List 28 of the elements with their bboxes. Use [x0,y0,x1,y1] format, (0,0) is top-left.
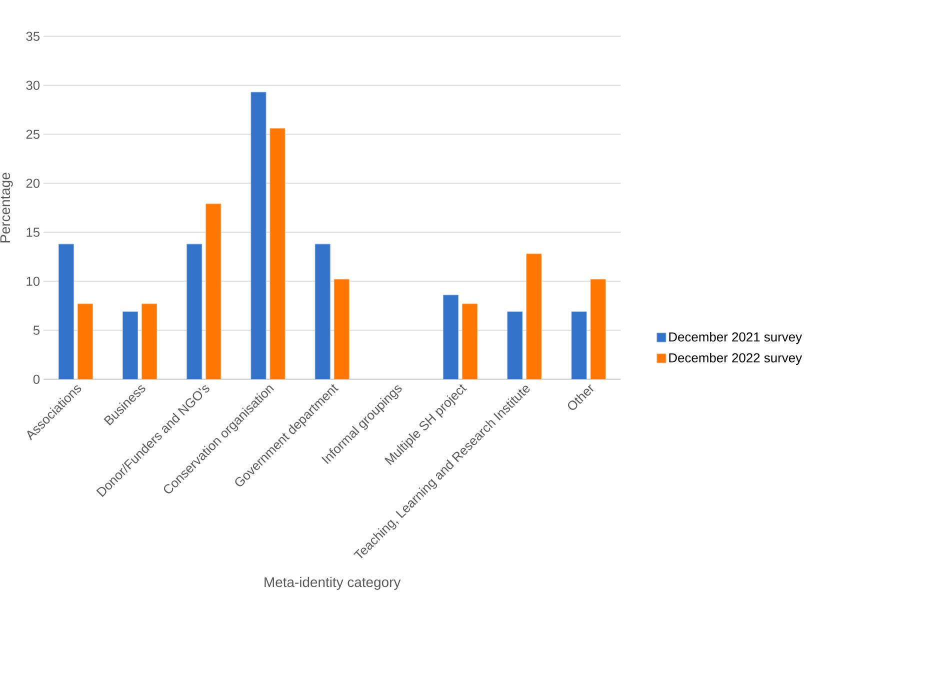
legend-label: December 2022 survey [669,352,802,365]
x-axis-title: Meta-identity category [264,576,401,590]
y-tick-label: 0 [33,374,40,384]
bar [462,304,478,380]
y-axis-title: Percentage [0,172,13,242]
y-tick-label: 25 [26,130,40,139]
bar [206,204,222,380]
bar [334,279,350,380]
bar [443,294,459,380]
y-tick-label: 15 [26,228,40,237]
legend-label: December 2021 survey [669,332,802,344]
y-tick-label: 30 [26,80,40,90]
bar [122,311,138,380]
bar [571,311,587,380]
bar [142,304,158,380]
y-tick-label: 5 [33,326,40,335]
bar [314,244,330,380]
bar [77,304,93,380]
bar [526,254,542,380]
bar [507,311,523,380]
bar [186,244,202,380]
bar [270,128,286,380]
bar [590,279,606,380]
y-tick-label: 10 [26,276,40,286]
y-tick-label: 20 [26,178,40,188]
y-tick-label: 35 [26,32,40,41]
bar [58,244,74,380]
bar [250,92,266,380]
